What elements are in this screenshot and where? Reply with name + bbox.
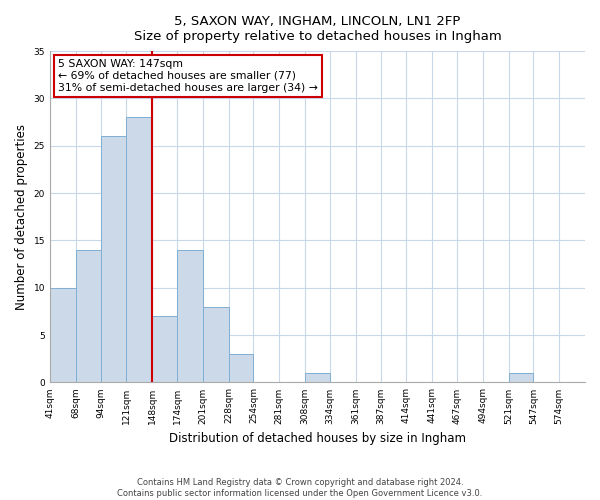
Title: 5, SAXON WAY, INGHAM, LINCOLN, LN1 2FP
Size of property relative to detached hou: 5, SAXON WAY, INGHAM, LINCOLN, LN1 2FP S… (134, 15, 502, 43)
Bar (229, 354, 253, 382)
X-axis label: Distribution of detached houses by size in Ingham: Distribution of detached houses by size … (169, 432, 466, 445)
Bar (101, 136, 127, 382)
Bar (177, 250, 203, 382)
Y-axis label: Number of detached properties: Number of detached properties (15, 124, 28, 310)
Bar (127, 118, 152, 382)
Bar (203, 306, 229, 382)
Text: Contains HM Land Registry data © Crown copyright and database right 2024.
Contai: Contains HM Land Registry data © Crown c… (118, 478, 482, 498)
Bar (152, 316, 177, 382)
Bar (305, 373, 330, 382)
Bar (76, 250, 101, 382)
Text: 5 SAXON WAY: 147sqm
← 69% of detached houses are smaller (77)
31% of semi-detach: 5 SAXON WAY: 147sqm ← 69% of detached ho… (58, 60, 318, 92)
Bar (50, 288, 76, 382)
Bar (509, 373, 533, 382)
